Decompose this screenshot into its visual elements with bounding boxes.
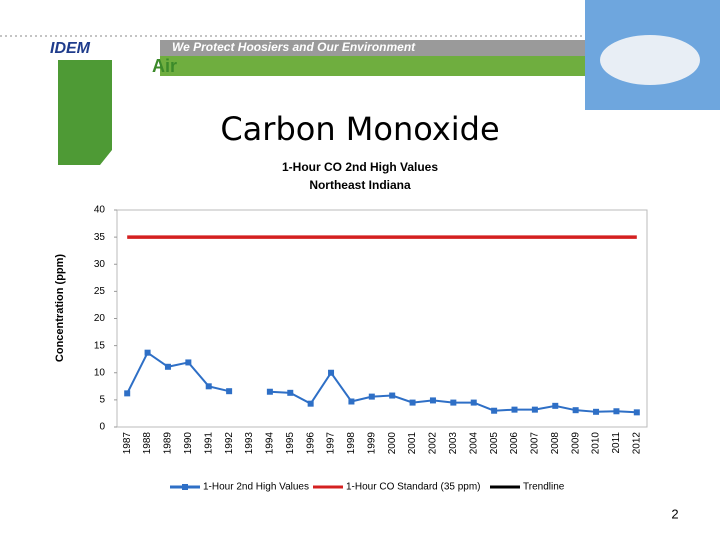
point-marker	[470, 399, 477, 406]
x-tick-label: 2005	[489, 432, 500, 455]
banner-green	[160, 56, 590, 76]
y-tick-label: 10	[94, 367, 106, 378]
banner-bar	[160, 40, 590, 56]
point-marker	[287, 389, 294, 396]
x-tick-label: 1995	[285, 432, 296, 455]
y-tick-label: 40	[94, 205, 106, 216]
y-tick-label: 35	[94, 232, 106, 243]
series-line	[126, 351, 637, 414]
x-tick-label: 1998	[346, 432, 357, 455]
point-marker	[368, 393, 375, 400]
legend-label: Trendline	[523, 482, 565, 493]
y-tick-label: 30	[94, 259, 106, 270]
x-tick-label: 1988	[142, 432, 153, 455]
x-tick-label: 1993	[244, 432, 255, 455]
slide-number: 2	[671, 506, 678, 521]
y-tick-label: 25	[94, 286, 106, 297]
x-tick-label: 1992	[224, 432, 235, 455]
x-tick-label: 2002	[428, 432, 439, 455]
logo: IDEM	[50, 40, 91, 57]
banner-text: We Protect Hoosiers and Our Environment	[172, 40, 416, 54]
point-marker	[226, 388, 233, 395]
x-tick-label: 2000	[387, 432, 398, 455]
point-marker	[491, 407, 498, 414]
x-tick-label: 1990	[183, 432, 194, 455]
x-tick-label: 2006	[509, 432, 520, 455]
y-tick-label: 5	[99, 395, 105, 406]
slide-title: Carbon Monoxide	[220, 110, 499, 148]
legend-label: 1-Hour 2nd High Values	[203, 482, 309, 493]
plot-frame	[116, 209, 648, 428]
point-marker	[531, 406, 538, 413]
x-tick-label: 1996	[305, 432, 316, 455]
point-marker	[552, 402, 559, 409]
point-marker	[328, 369, 335, 376]
x-tick-label: 1991	[203, 432, 214, 455]
section-name: Air	[152, 56, 177, 76]
x-tick-label: 1987	[122, 432, 133, 455]
x-tick-label: 2008	[550, 432, 561, 455]
cloud	[600, 35, 700, 85]
point-marker	[266, 388, 273, 395]
x-tick-label: 2011	[611, 432, 622, 454]
legend-label: 1-Hour CO Standard (35 ppm)	[346, 482, 481, 493]
point-marker	[593, 408, 600, 415]
state-shape	[58, 60, 112, 165]
point-marker	[124, 390, 131, 397]
point-marker	[205, 383, 212, 390]
x-tick-label: 1994	[265, 432, 276, 455]
point-marker	[613, 408, 620, 415]
point-marker	[185, 359, 192, 366]
x-tick-label: 1989	[163, 432, 174, 455]
x-tick-label: 1999	[366, 432, 377, 455]
point-marker	[409, 399, 416, 406]
legend-marker	[182, 484, 188, 490]
point-marker	[429, 397, 436, 404]
x-tick-label: 2010	[591, 432, 602, 455]
logo-box	[38, 38, 148, 60]
point-marker	[450, 399, 457, 406]
x-tick-label: 2012	[631, 432, 642, 455]
x-tick-label: 2001	[407, 432, 418, 455]
y-axis-label: Concentration (ppm)	[54, 254, 66, 362]
point-marker	[164, 363, 171, 370]
point-marker	[307, 400, 314, 407]
point-marker	[572, 407, 579, 414]
x-tick-label: 1997	[326, 432, 337, 455]
x-tick-label: 2007	[530, 432, 541, 455]
point-marker	[144, 349, 151, 356]
y-tick-label: 20	[94, 313, 106, 324]
point-marker	[348, 398, 355, 405]
point-marker	[633, 409, 640, 416]
point-marker	[511, 406, 518, 413]
x-tick-label: 2004	[468, 432, 479, 455]
x-tick-label: 2009	[570, 432, 581, 455]
y-tick-label: 15	[94, 340, 106, 351]
point-marker	[389, 392, 396, 399]
x-tick-label: 2003	[448, 432, 459, 455]
y-tick-label: 0	[99, 422, 105, 433]
chart-subtitle: Northeast Indiana	[309, 178, 411, 192]
chart-title: 1-Hour CO 2nd High Values	[282, 160, 438, 174]
